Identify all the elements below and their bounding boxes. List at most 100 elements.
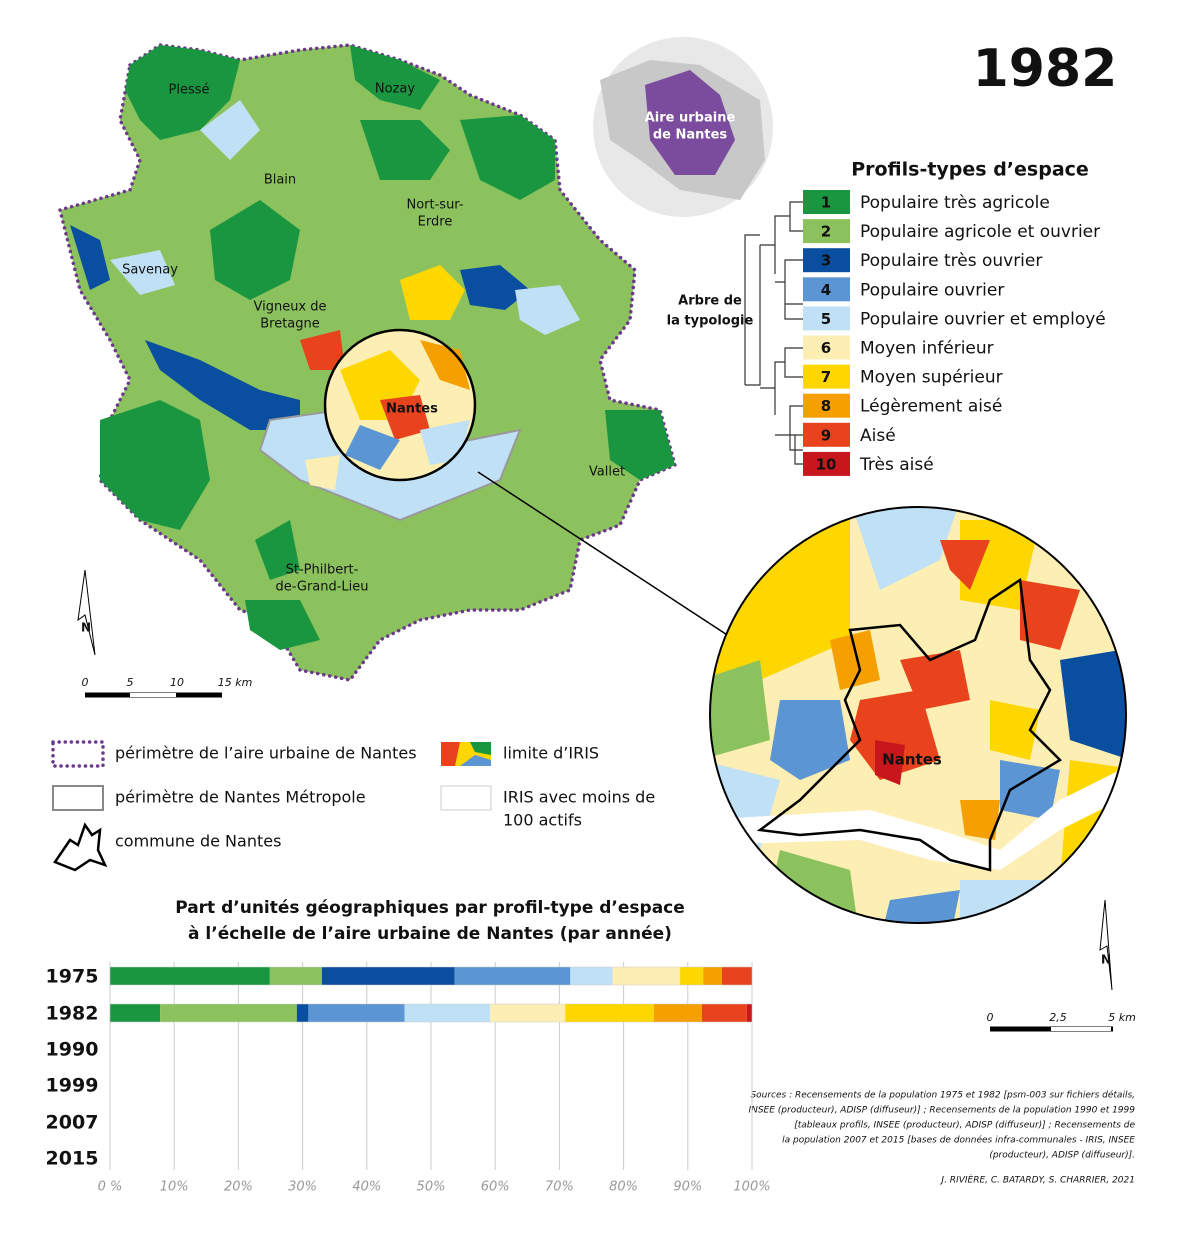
legend-number: 8 [821, 397, 831, 415]
bar-segment [570, 967, 613, 985]
place-label: Vallet [589, 465, 625, 480]
sources: la population 2007 et 2015 [bases de don… [782, 1135, 1135, 1146]
scale-label: 2,5 [1049, 1011, 1067, 1024]
tree-label: la typologie [667, 314, 754, 329]
bar-segment [269, 967, 322, 985]
north: N [81, 621, 91, 635]
inset-label: de Nantes [653, 128, 728, 143]
place-label: Erdre [418, 215, 453, 230]
bar-segment [746, 1004, 752, 1022]
legend-label: Très aisé [859, 455, 934, 475]
chart-title: Part d’unités géographiques par profil-t… [175, 898, 685, 918]
year-title: 1982 [973, 39, 1118, 99]
x-tick-label: 100% [733, 1180, 770, 1195]
scale-label: 5 [127, 676, 134, 689]
scale-label: 0 [987, 1011, 994, 1024]
scale-label: 15 km [218, 676, 253, 689]
place-label: Nantes [386, 402, 438, 417]
legend-number: 4 [821, 281, 831, 299]
place-label: de-Grand-Lieu [275, 580, 368, 595]
legend-label: Populaire agricole et ouvrier [860, 222, 1100, 242]
sources: INSEE (producteur), ADISP (diffuseur)] ;… [748, 1106, 1135, 1116]
legend-label: Légèrement aisé [860, 397, 1002, 417]
legend-number: 7 [821, 368, 831, 386]
bar-segment [160, 1004, 297, 1022]
legend-swatch [803, 422, 850, 447]
legend-swatch [803, 277, 850, 302]
zoom-label: Nantes [882, 751, 942, 769]
bar-segment [308, 1004, 405, 1022]
chart-title: à l’échelle de l’aire urbaine de Nantes … [188, 924, 672, 944]
x-tick-label: 10% [160, 1180, 189, 1195]
bar-segment [721, 967, 752, 985]
place-label: Nort-sur- [406, 198, 463, 213]
bar-segment [490, 1004, 566, 1022]
sources: Sources : Recensements de la population … [750, 1090, 1135, 1101]
x-tick-label: 20% [224, 1180, 253, 1195]
inset-aire [645, 70, 735, 175]
legend-label: Populaire très agricole [860, 193, 1050, 213]
zoom-connector [477, 471, 739, 643]
y-tick-label: 1975 [46, 966, 99, 988]
x-tick-label: 50% [417, 1180, 446, 1195]
bar-segment [565, 1004, 654, 1022]
legend-text: commune de Nantes [115, 832, 281, 851]
scale-label: 5 km [1108, 1011, 1136, 1024]
bar-segment [296, 1004, 309, 1022]
place-label: Plessé [169, 83, 210, 98]
bar-segment [321, 967, 455, 985]
bar-segment [404, 1004, 491, 1022]
x-tick-label: 60% [481, 1180, 510, 1195]
legend-label: Populaire ouvrier [860, 280, 1004, 300]
y-tick-label: 1990 [46, 1039, 99, 1061]
authors: J. RIVIÈRE, C. BATARDY, S. CHARRIER, 202… [939, 1174, 1135, 1186]
legend-swatch [803, 364, 850, 389]
y-tick-label: 2015 [46, 1148, 99, 1170]
legend-number: 10 [816, 455, 837, 473]
place-label: Nozay [375, 82, 415, 97]
dendrogram [744, 201, 803, 465]
legend-label: Moyen supérieur [860, 368, 1003, 388]
legend-swatch [803, 219, 850, 244]
y-tick-label: 2007 [46, 1112, 99, 1134]
y-tick-label: 1982 [46, 1003, 99, 1025]
legend-number: 5 [821, 310, 831, 328]
bar-segment [701, 1004, 747, 1022]
north: N [1101, 953, 1111, 967]
bar-outline [109, 966, 753, 986]
legend-text: périmètre de l’aire urbaine de Nantes [115, 744, 417, 763]
x-tick-label: 80% [609, 1180, 638, 1195]
zoom-frame [709, 506, 1127, 924]
legend-swatch [803, 393, 850, 418]
x-tick-label: 90% [673, 1180, 702, 1195]
legend-number: 1 [821, 194, 831, 212]
legend-swatch [803, 335, 850, 360]
bar-segment [653, 1004, 702, 1022]
place-label: Blain [264, 173, 296, 188]
legend-number: 3 [821, 252, 831, 270]
scale-label: 0 [82, 676, 89, 689]
inset-label: Aire urbaine [645, 111, 736, 126]
x-tick-label: 70% [545, 1180, 574, 1195]
place-label: Vigneux de [253, 300, 326, 315]
legend-label: Populaire ouvrier et employé [860, 309, 1106, 329]
place-label: Savenay [122, 263, 178, 278]
map-legend-shapes [51, 569, 1113, 1032]
x-tick-label: 0 % [98, 1180, 123, 1195]
bar-segment [110, 967, 270, 985]
bar-segment [680, 967, 704, 985]
scale-label: 10 [170, 676, 184, 689]
x-tick-label: 30% [288, 1180, 317, 1195]
legend-swatch [803, 306, 850, 331]
legend-number: 2 [821, 223, 831, 241]
zoom-map [710, 507, 1126, 923]
bar-segment [454, 967, 571, 985]
place-label: St-Philbert- [286, 563, 359, 578]
main-map [57, 43, 678, 682]
legend-text: limite d’IRIS [503, 744, 599, 763]
legend-number: 9 [821, 426, 831, 444]
legend-text: 100 actifs [503, 811, 582, 830]
bar-segment [612, 967, 681, 985]
legend-number: 6 [821, 339, 831, 357]
